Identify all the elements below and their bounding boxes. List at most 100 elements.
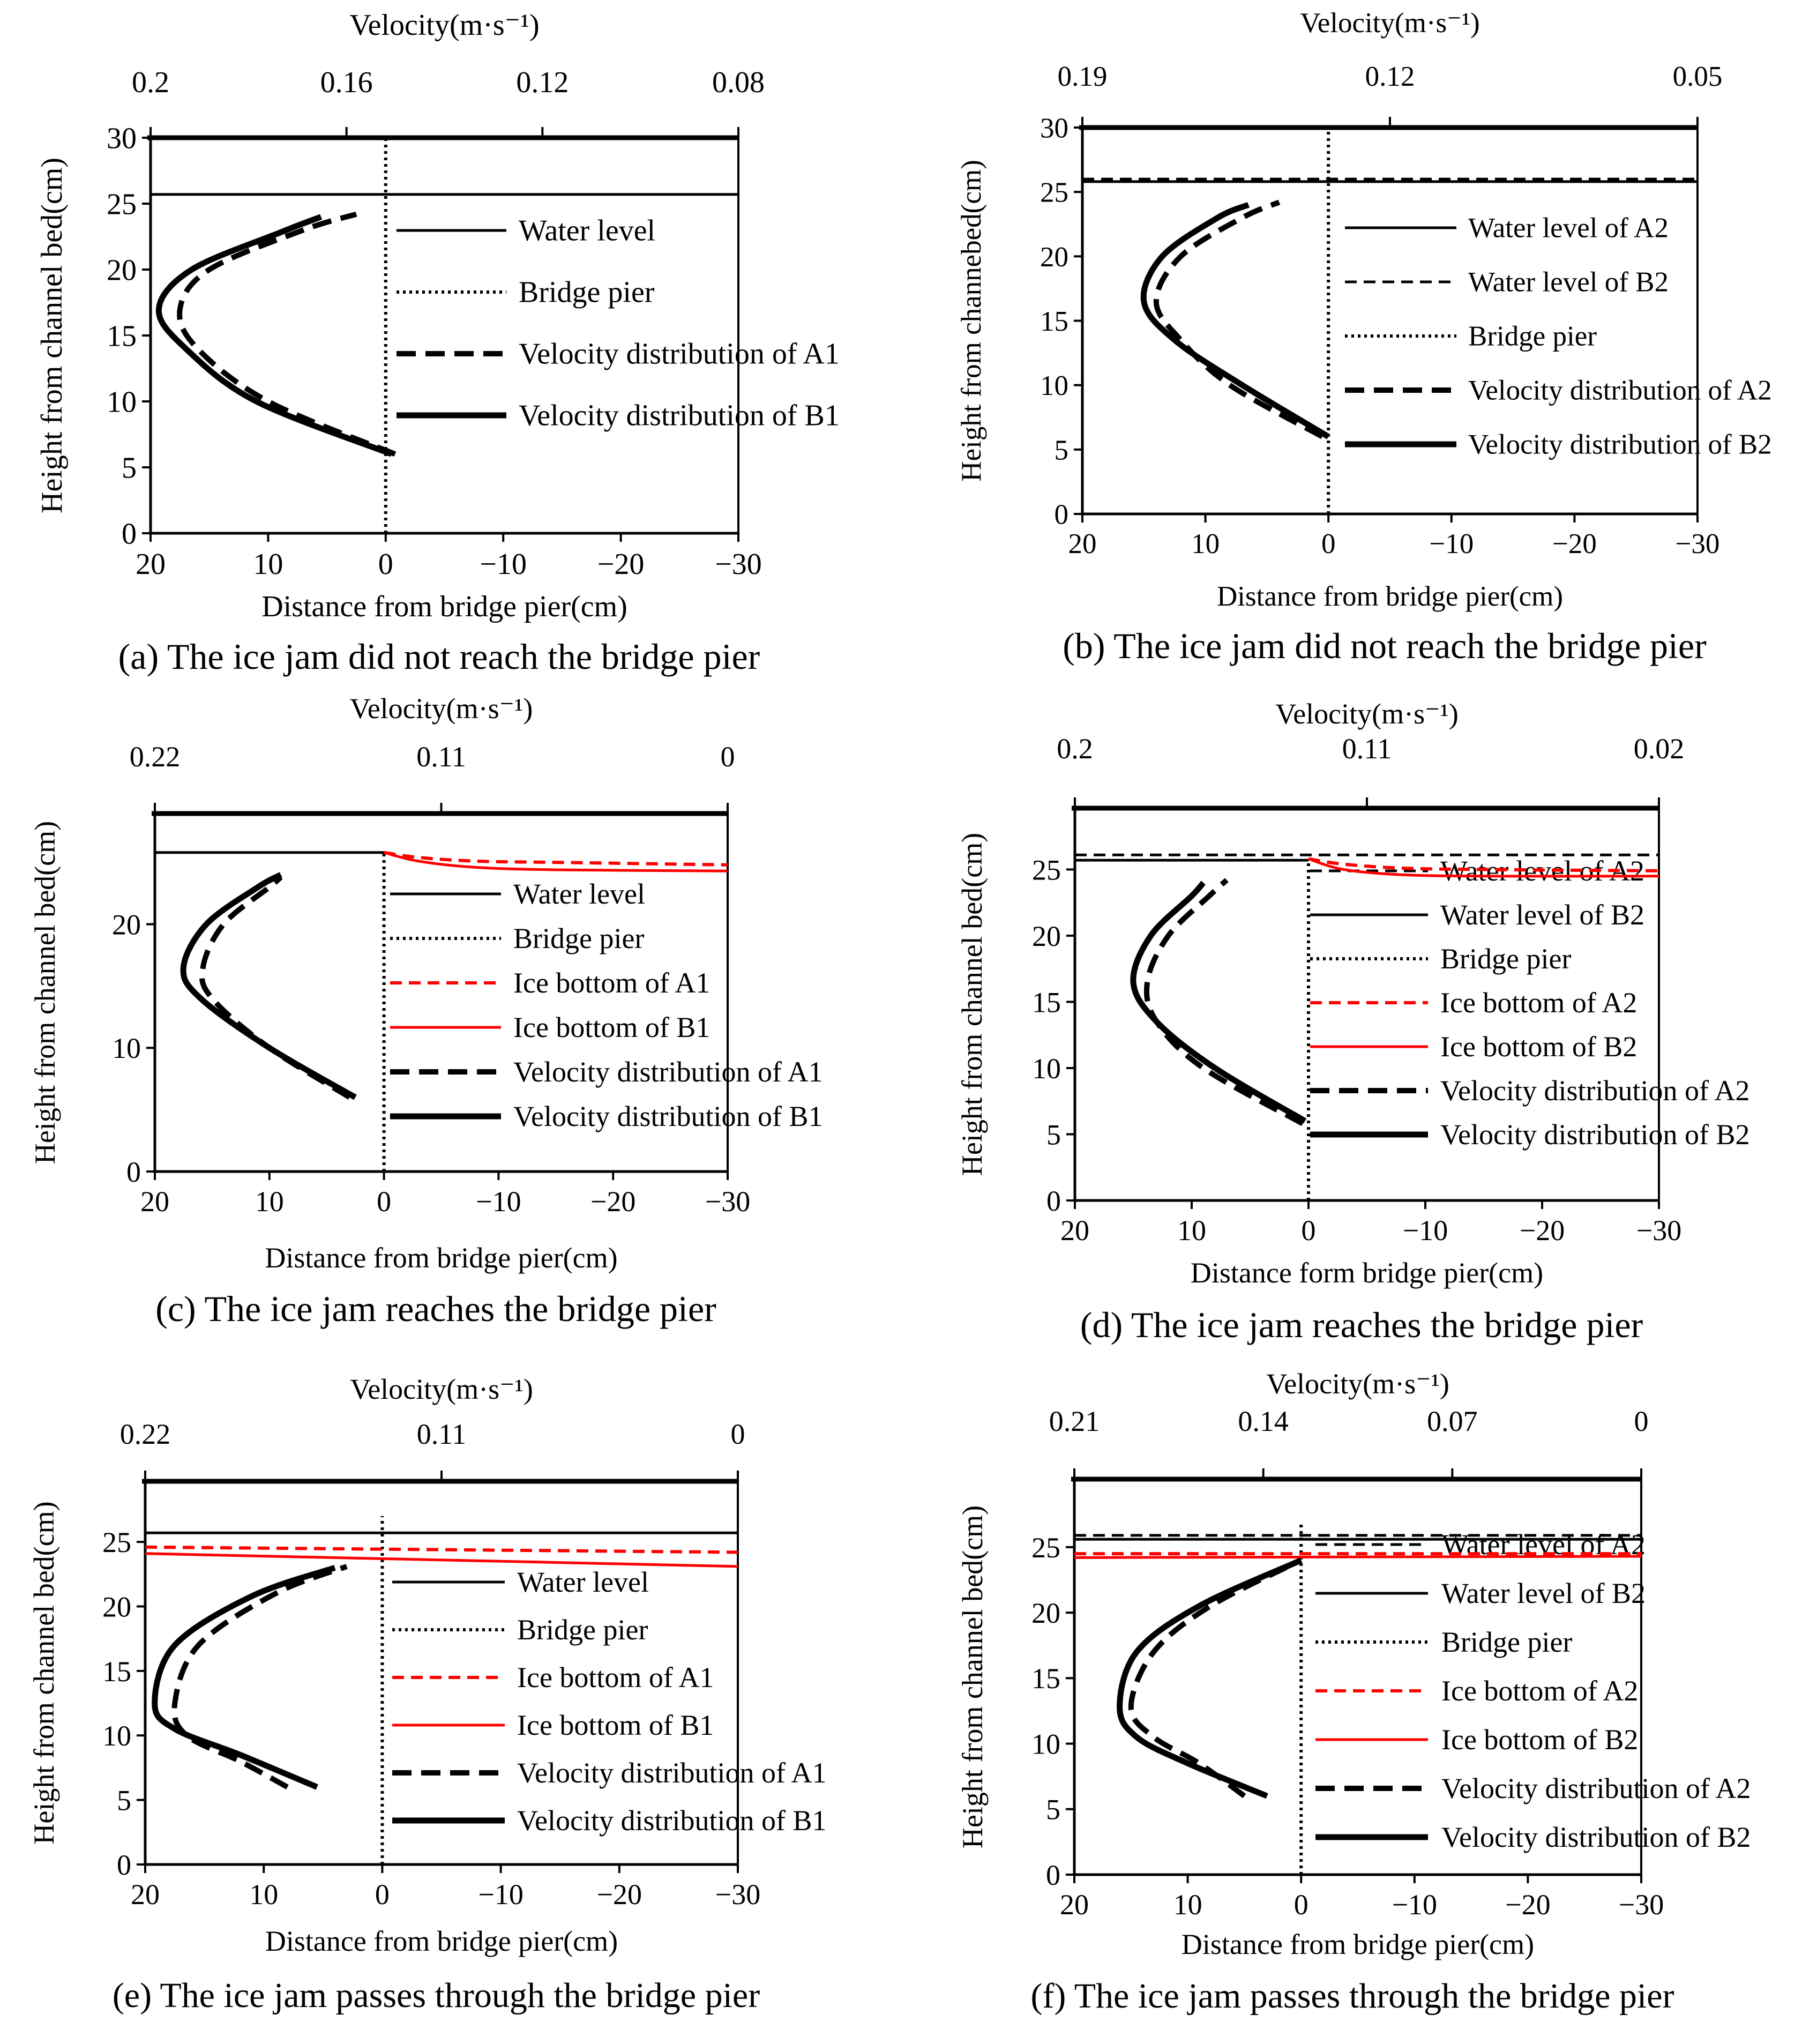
chart-caption: (c) The ice jam reaches the bridge pier <box>155 1288 716 1329</box>
x-tick-label: 0 <box>377 1185 391 1218</box>
y-axis-label: Height from channel bed(cm) <box>956 833 988 1176</box>
chart-caption: (d) The ice jam reaches the bridge pier <box>1080 1304 1643 1345</box>
y-tick-label: 0 <box>117 1849 131 1881</box>
top-tick-label: 0.22 <box>130 741 181 773</box>
series-line-vel-solid <box>152 1565 336 1790</box>
top-tick-label: 0.02 <box>1634 733 1685 765</box>
legend-label: Velocity distribution of A2 <box>1441 1772 1751 1804</box>
x-tick-label: −10 <box>480 548 527 581</box>
y-tick-label: 10 <box>102 1720 131 1752</box>
y-tick-label: 10 <box>107 386 137 419</box>
series-line-vel-dash <box>177 211 397 457</box>
top-tick-label: 0.2 <box>1057 733 1093 765</box>
legend-label: Velocity distribution of A1 <box>519 337 840 370</box>
x-tick-label: −30 <box>705 1185 750 1218</box>
chart-panel-a: 20 10 0 −10 −20 −30 0 5 10 15 20 25 30 0.2 0.16 0.12 0.0… <box>35 9 840 677</box>
chart-caption: (e) The ice jam passes through the bridg… <box>113 1976 760 2015</box>
y-tick-label: 20 <box>107 254 137 287</box>
top-tick-label: 0 <box>731 1418 745 1450</box>
y-axis-label: Height from channel bed(cm) <box>28 1501 60 1844</box>
series-line-ice-solid <box>1308 857 1659 878</box>
x-tick-label: −10 <box>1392 1889 1437 1921</box>
y-tick-label: 0 <box>126 1156 141 1188</box>
legend-label: Bridge pier <box>519 275 655 309</box>
series-line-ice-solid <box>145 1552 738 1568</box>
legend-label: Bridge pier <box>1441 1626 1572 1658</box>
x-tick-label: 0 <box>1294 1889 1308 1921</box>
y-tick-label: 5 <box>1046 1794 1060 1826</box>
y-tick-label: 5 <box>1046 1118 1061 1151</box>
legend-label: Bridge pier <box>517 1614 648 1646</box>
x-axis-label: Distance from bridge pier(cm) <box>1217 581 1563 612</box>
chart-caption: (f) The ice jam passes through the bridg… <box>1030 1976 1674 2016</box>
top-axis-label: Velocity(m·s⁻¹) <box>350 1373 533 1405</box>
x-tick-label: 10 <box>249 1878 278 1911</box>
series-line-vel-solid <box>1117 1557 1303 1799</box>
chart-panel-e: 20 10 0 −10 −20 −30 0 5 10 15 20 25 0.22 0.11 0 Velocit… <box>28 1373 826 2015</box>
top-tick-label: 0.16 <box>320 66 373 99</box>
top-axis-label: Velocity(m·s⁻¹) <box>1266 1368 1449 1400</box>
top-axis-label: Velocity(m·s⁻¹) <box>349 9 539 42</box>
top-tick-label: 0 <box>721 741 735 773</box>
x-tick-label: 10 <box>1191 528 1220 560</box>
series-line-vel-dash <box>1128 1557 1303 1799</box>
y-tick-label: 15 <box>102 1655 131 1688</box>
x-tick-label: −20 <box>590 1185 635 1218</box>
legend-label: Ice bottom of A2 <box>1440 987 1637 1019</box>
legend-label: Velocity distribution of A2 <box>1440 1075 1749 1107</box>
series-line-vel-dash <box>171 1564 348 1789</box>
x-tick-label: 10 <box>253 548 283 581</box>
y-tick-label: 20 <box>1040 242 1068 273</box>
x-tick-label: 10 <box>1173 1889 1202 1921</box>
series-line-ice-solid <box>1074 1555 1642 1559</box>
x-axis-label: Distance from bridge pier(cm) <box>261 590 627 623</box>
y-tick-label: 25 <box>1040 177 1068 208</box>
x-tick-label: −20 <box>597 1878 642 1911</box>
series-line-vel-solid <box>155 214 393 457</box>
y-tick-label: 10 <box>1040 370 1068 401</box>
y-tick-label: 30 <box>1040 113 1068 144</box>
top-tick-label: 0.21 <box>1049 1405 1100 1437</box>
series-line-vel-dash <box>199 875 352 1100</box>
legend-label: Velocity distribution of A1 <box>513 1056 822 1088</box>
y-tick-label: 0 <box>1046 1859 1060 1891</box>
legend-label: Velocity distribution of A2 <box>1468 375 1772 406</box>
x-tick-label: 0 <box>1321 528 1336 560</box>
x-tick-label: 0 <box>1302 1214 1316 1247</box>
chart-panel-b: 20 10 0 −10 −20 −30 0 5 10 15 20 25 30 0.19 0.12 0.05 Ve… <box>956 8 1772 666</box>
top-tick-label: 0.07 <box>1427 1405 1478 1437</box>
legend-label: Ice bottom of B1 <box>517 1709 714 1741</box>
top-tick-label: 0 <box>1634 1405 1649 1437</box>
legend-label: Water level of B2 <box>1440 899 1644 931</box>
y-tick-label: 15 <box>107 320 137 353</box>
top-axis-label: Velocity(m·s⁻¹) <box>1300 8 1479 39</box>
y-tick-label: 25 <box>107 188 137 221</box>
legend-label: Water level of A2 <box>1468 212 1669 243</box>
y-tick-label: 25 <box>1032 854 1061 886</box>
x-tick-label: 20 <box>131 1878 160 1911</box>
x-tick-label: 0 <box>378 548 393 581</box>
y-tick-label: 0 <box>1055 499 1069 531</box>
top-tick-label: 0.2 <box>132 66 169 99</box>
top-tick-label: 0.11 <box>416 741 466 773</box>
top-tick-label: 0.12 <box>1365 61 1415 92</box>
x-tick-label: 20 <box>1060 1889 1089 1921</box>
y-tick-label: 5 <box>122 452 137 485</box>
legend-label: Ice bottom of A1 <box>517 1661 714 1694</box>
x-tick-label: −30 <box>1676 528 1720 560</box>
series-line-vel-solid <box>1130 881 1307 1124</box>
x-tick-label: −20 <box>1505 1889 1550 1921</box>
x-axis-label: Distance form bridge pier(cm) <box>1191 1257 1543 1289</box>
chart-panel-c: 20 10 0 −10 −20 −30 0 10 20 0.22 0.11 0 Velocity(m·s… <box>29 692 822 1329</box>
chart-caption: (a) The ice jam did not reach the bridge… <box>118 636 760 677</box>
y-tick-label: 20 <box>112 908 141 941</box>
x-tick-label: −10 <box>1403 1214 1448 1247</box>
series-line-ice-solid <box>383 851 728 872</box>
y-tick-label: 15 <box>1040 306 1068 337</box>
x-tick-label: 20 <box>140 1185 169 1218</box>
chart-panel-d: 20 10 0 −10 −20 −30 0 5 10 15 20 25 0.2 0.11 0.02 Veloc… <box>956 698 1749 1345</box>
legend-label: Water level <box>519 214 655 247</box>
legend-label: Velocity distribution of B1 <box>513 1100 822 1132</box>
x-tick-label: −20 <box>1552 528 1597 560</box>
